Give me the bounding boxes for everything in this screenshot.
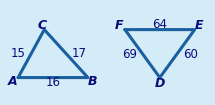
Text: 15: 15 [11,47,26,60]
Text: 69: 69 [122,48,137,61]
Text: A: A [8,75,17,88]
Text: 64: 64 [152,18,167,31]
Text: 60: 60 [183,48,198,61]
Text: F: F [115,19,124,32]
Text: D: D [155,77,165,90]
Text: B: B [88,75,97,88]
Text: C: C [38,19,47,32]
Text: E: E [195,19,203,32]
Text: 16: 16 [46,76,60,89]
Text: 17: 17 [71,47,86,60]
